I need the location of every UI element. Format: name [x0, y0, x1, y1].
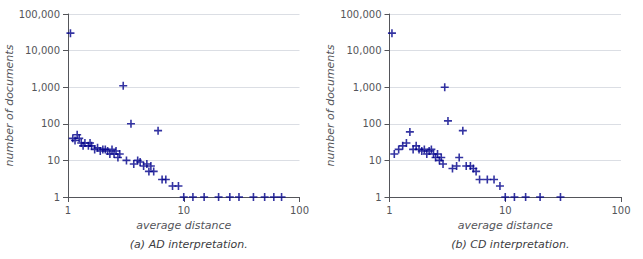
svg-text:100: 100	[611, 205, 630, 216]
svg-text:100,000: 100,000	[340, 9, 381, 20]
svg-text:10: 10	[177, 205, 190, 216]
svg-text:average distance: average distance	[458, 219, 553, 232]
svg-text:10,000: 10,000	[347, 45, 382, 56]
svg-text:100: 100	[362, 118, 381, 129]
svg-text:1: 1	[65, 205, 71, 216]
svg-text:1: 1	[386, 205, 392, 216]
svg-text:100: 100	[290, 205, 309, 216]
svg-text:1,000: 1,000	[353, 82, 382, 93]
svg-text:1: 1	[54, 192, 60, 203]
svg-text:(b) CD interpretation.: (b) CD interpretation.	[451, 238, 569, 251]
svg-text:10,000: 10,000	[25, 45, 60, 56]
svg-text:(a) AD interpretation.: (a) AD interpretation.	[130, 238, 248, 251]
svg-text:average distance: average distance	[136, 219, 231, 232]
svg-text:1: 1	[375, 192, 381, 203]
svg-text:number of documents: number of documents	[324, 44, 337, 166]
svg-text:100,000: 100,000	[19, 9, 60, 20]
svg-text:10: 10	[499, 205, 512, 216]
svg-text:10: 10	[369, 155, 382, 166]
svg-text:1,000: 1,000	[31, 82, 60, 93]
svg-text:100: 100	[41, 118, 60, 129]
svg-text:10: 10	[47, 155, 60, 166]
svg-text:number of documents: number of documents	[3, 44, 16, 166]
